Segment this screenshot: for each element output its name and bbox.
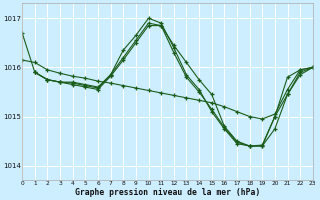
X-axis label: Graphe pression niveau de la mer (hPa): Graphe pression niveau de la mer (hPa) — [75, 188, 260, 197]
